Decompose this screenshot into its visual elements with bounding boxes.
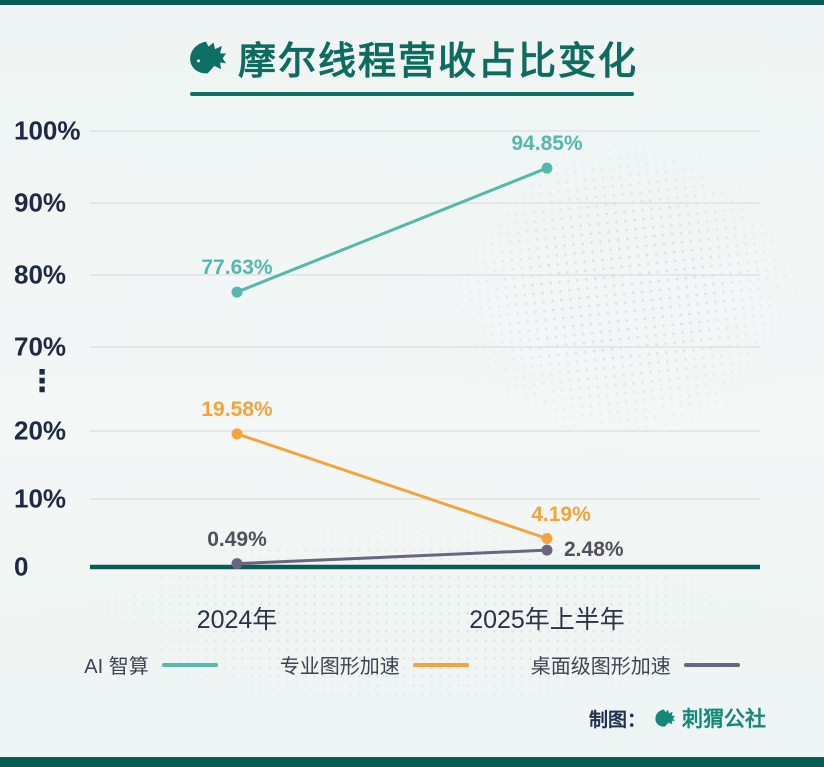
- series-line-2: [235, 548, 549, 566]
- credit-name: 刺猬公社: [682, 708, 766, 731]
- legend-item: AI 智算: [84, 650, 218, 679]
- chart-legend: AI 智算 专业图形加速 桌面级图形加速: [0, 650, 824, 679]
- legend-label: 桌面级图形加速: [530, 656, 671, 678]
- data-point: [541, 162, 553, 174]
- hedgehog-logo-icon: [186, 39, 226, 76]
- credit: 制图： 刺猬公社: [589, 703, 766, 733]
- page-title: 摩尔线程营收占比变化: [237, 41, 638, 83]
- legend-label: 专业图形加速: [279, 656, 400, 678]
- data-point: [541, 533, 553, 545]
- page-header: 摩尔线程营收占比变化: [0, 0, 824, 96]
- legend-item: 桌面级图形加速: [531, 650, 740, 679]
- series-line-0: [235, 166, 549, 294]
- legend-label: AI 智算: [84, 656, 149, 678]
- legend-line-swatch: [161, 662, 218, 667]
- data-point: [541, 544, 553, 556]
- legend-line-swatch: [683, 662, 740, 667]
- legend-line-swatch: [412, 662, 469, 667]
- data-point: [231, 428, 243, 440]
- data-point: [231, 558, 243, 570]
- bottom-border-bar: [0, 757, 824, 767]
- hedgehog-logo-icon: [653, 708, 675, 728]
- series-line-1: [235, 432, 549, 541]
- top-border-bar: [0, 0, 824, 5]
- credit-label: 制图：: [588, 709, 646, 731]
- title-underline: [190, 92, 634, 96]
- title-row: 摩尔线程营收占比变化: [0, 30, 824, 85]
- legend-item: 专业图形加速: [280, 650, 469, 679]
- data-point: [231, 286, 243, 298]
